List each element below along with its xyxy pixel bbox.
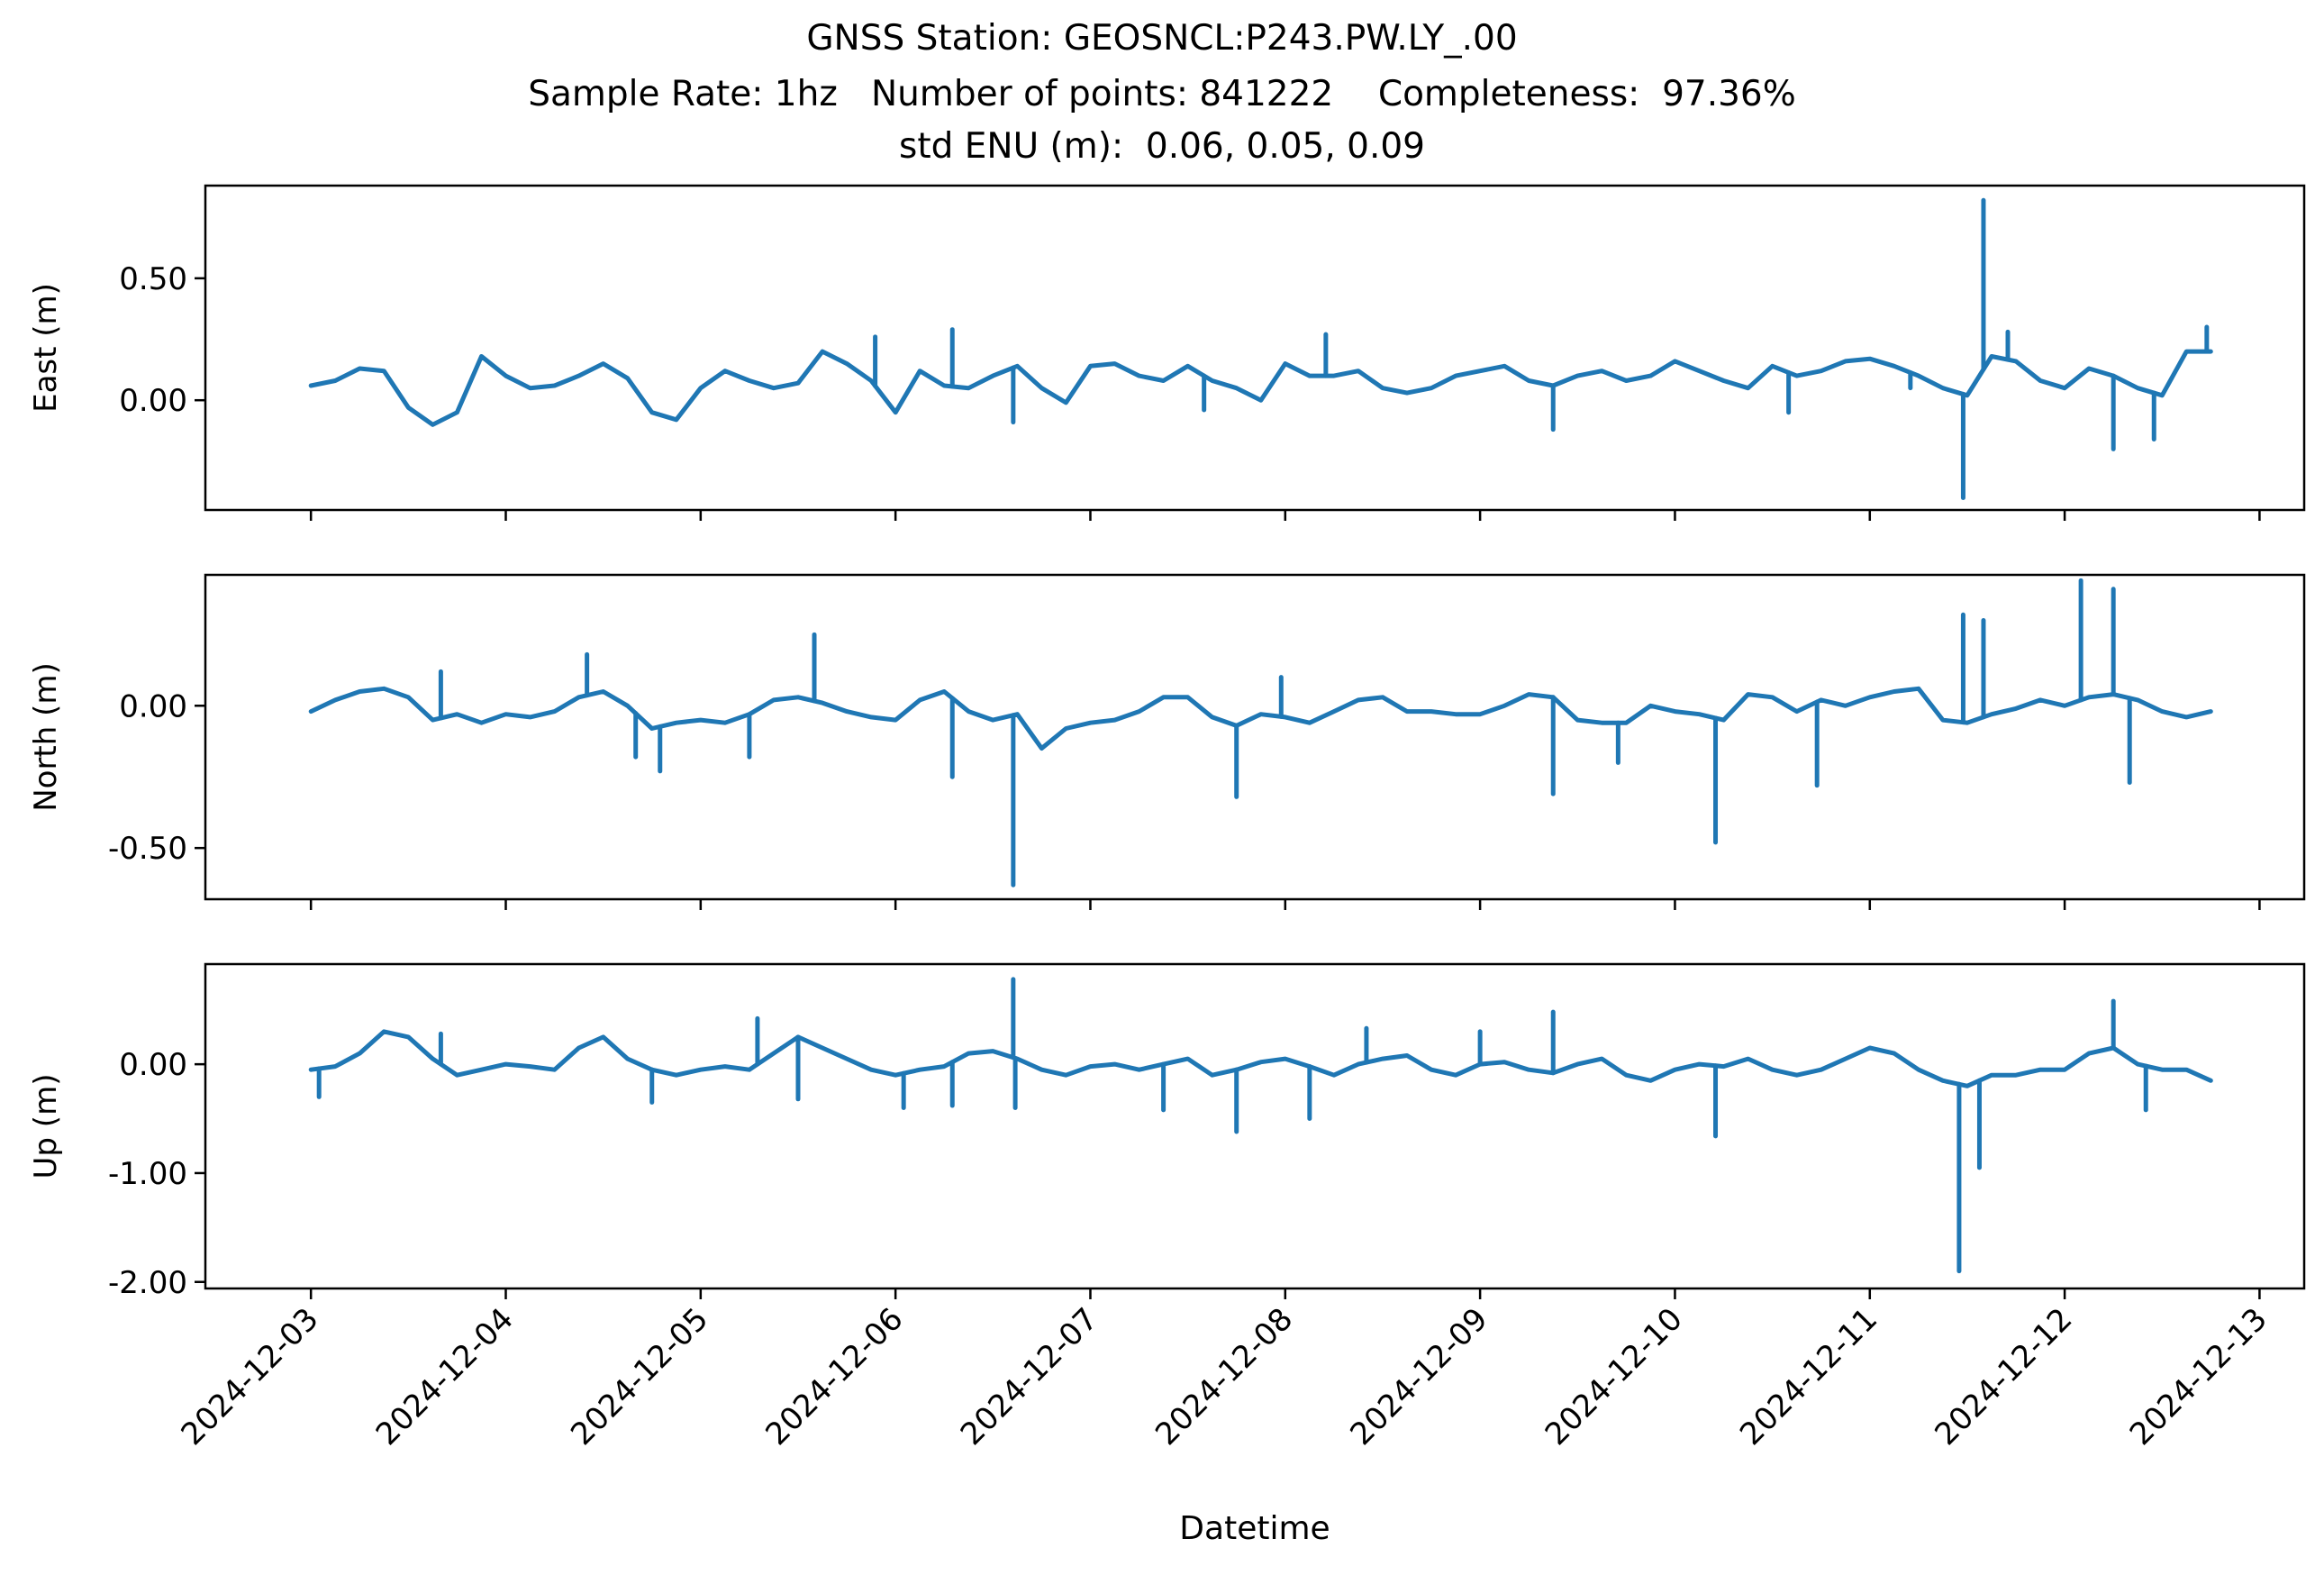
series-line-east (308, 349, 2213, 427)
axes-frame-east (204, 184, 2306, 512)
x-tick-label: 2024-12-10 (1539, 1301, 1690, 1452)
x-axis-label: Datetime (1179, 1510, 1330, 1547)
y-tick-label: 0.00 (119, 1047, 187, 1083)
x-tick-label: 2024-12-13 (2123, 1301, 2274, 1452)
axes-frame-up (204, 962, 2306, 1290)
y-tick-label: -0.50 (108, 831, 187, 867)
x-tick-label: 2024-12-07 (954, 1301, 1105, 1452)
series-line-north (308, 686, 2213, 751)
y-tick-label: 0.50 (119, 261, 187, 297)
x-tick-label: 2024-12-06 (759, 1301, 911, 1452)
panel-north: 0.00 -0.50 North (m) (28, 573, 2306, 910)
y-tick-label: 0.00 (119, 688, 187, 724)
x-tick-label: 2024-12-08 (1148, 1301, 1300, 1452)
axes-frame-north (204, 573, 2306, 901)
panel-east: 0.00 0.50 East (m) (28, 184, 2306, 521)
y-axis-label-north: North (m) (28, 662, 64, 812)
y-axis-label-up: Up (m) (28, 1074, 64, 1179)
y-tick-label: 0.00 (119, 383, 187, 419)
x-tick-label: 2024-12-04 (369, 1301, 521, 1452)
x-tick-label: 2024-12-09 (1343, 1301, 1494, 1452)
panel-up: 0.00 -1.00 -2.00 Up (m) 2024-12-03 2024-12-04… (28, 962, 2306, 1452)
series-line-up (308, 1029, 2213, 1088)
y-tick-label: -2.00 (108, 1265, 187, 1301)
chart-title-line-1: GNSS Station: GEOSNCL:P243.PW.LY_.00 (806, 18, 1518, 59)
x-tick-label: 2024-12-11 (1733, 1301, 1884, 1452)
x-tick-label: 2024-12-03 (175, 1301, 326, 1452)
chart-title-line-2: Sample Rate: 1hz Number of points: 84122… (528, 74, 1796, 114)
y-tick-label: -1.00 (108, 1156, 187, 1192)
chart-title-line-3: std ENU (m): 0.06, 0.05, 0.09 (899, 126, 1425, 167)
x-tick-label: 2024-12-05 (564, 1301, 715, 1452)
y-axis-label-east: East (m) (28, 283, 64, 413)
x-tick-label: 2024-12-12 (1928, 1301, 2079, 1452)
